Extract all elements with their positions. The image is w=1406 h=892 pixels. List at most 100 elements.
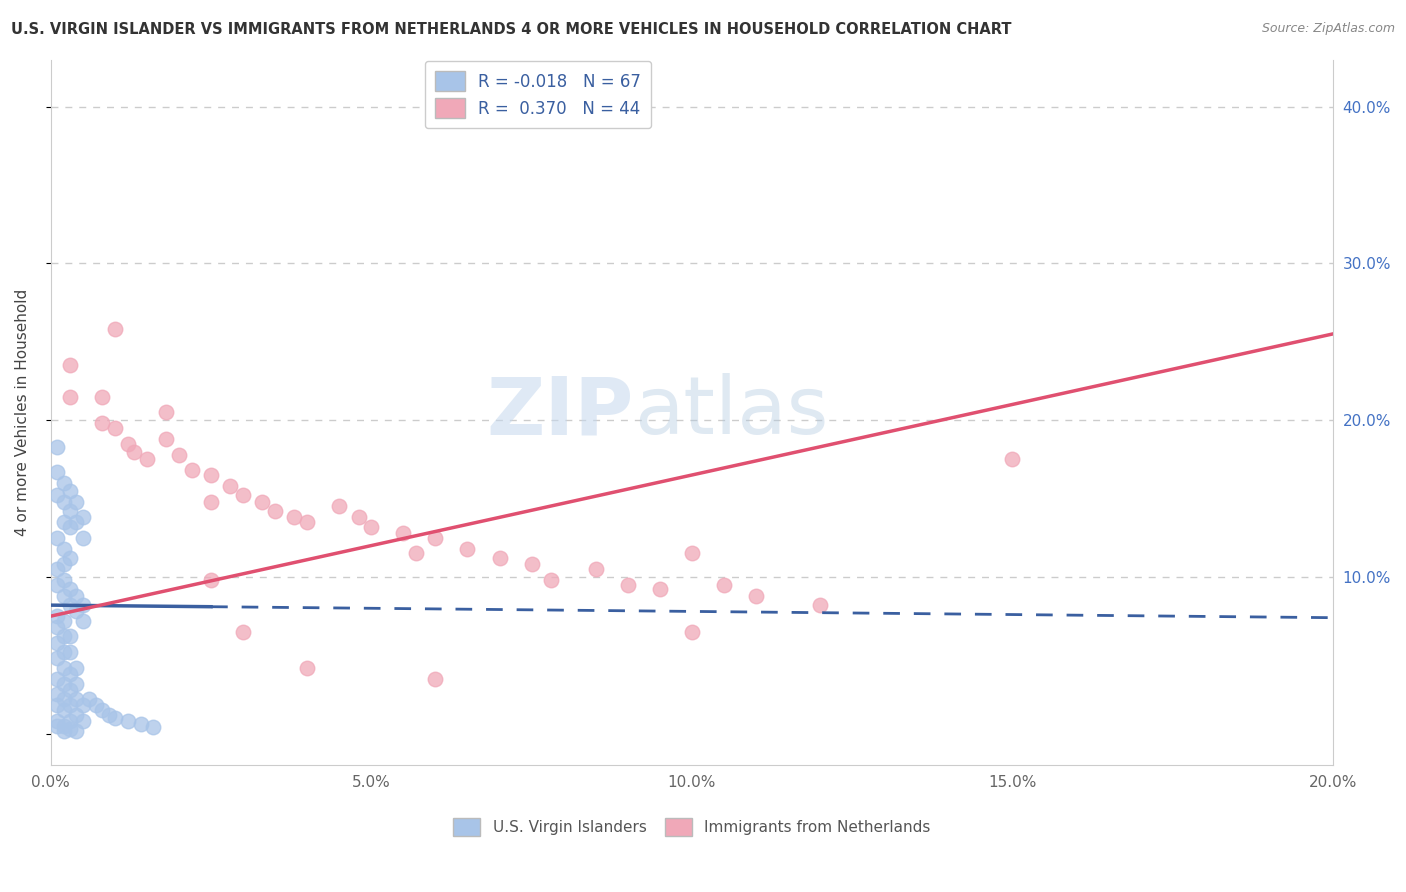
Point	[52, 494, 75, 508]
Point	[520, 558, 543, 572]
Point	[540, 573, 562, 587]
Point	[84, 698, 107, 713]
Point	[713, 578, 735, 592]
Point	[681, 546, 703, 560]
Point	[122, 444, 145, 458]
Point	[52, 719, 75, 733]
Point	[52, 541, 75, 556]
Point	[65, 661, 87, 675]
Point	[167, 448, 190, 462]
Point	[65, 676, 87, 690]
Point	[297, 515, 319, 529]
Point	[219, 479, 242, 493]
Point	[52, 475, 75, 490]
Point	[360, 520, 382, 534]
Point	[808, 598, 831, 612]
Point	[59, 582, 82, 597]
Point	[648, 582, 671, 597]
Point	[59, 520, 82, 534]
Point	[104, 322, 127, 336]
Text: atlas: atlas	[634, 374, 828, 451]
Point	[46, 609, 69, 624]
Point	[46, 465, 69, 479]
Point	[59, 390, 82, 404]
Point	[328, 500, 350, 514]
Point	[52, 589, 75, 603]
Text: U.S. VIRGIN ISLANDER VS IMMIGRANTS FROM NETHERLANDS 4 OR MORE VEHICLES IN HOUSEH: U.S. VIRGIN ISLANDER VS IMMIGRANTS FROM …	[11, 22, 1012, 37]
Point	[59, 714, 82, 728]
Point	[52, 630, 75, 644]
Point	[142, 720, 165, 734]
Point	[59, 645, 82, 659]
Point	[46, 440, 69, 454]
Point	[52, 661, 75, 675]
Point	[52, 515, 75, 529]
Point	[232, 488, 254, 502]
Point	[52, 558, 75, 572]
Point	[72, 531, 94, 545]
Point	[488, 551, 510, 566]
Text: ZIP: ZIP	[486, 374, 634, 451]
Point	[46, 688, 69, 702]
Point	[52, 676, 75, 690]
Point	[46, 488, 69, 502]
Text: Source: ZipAtlas.com: Source: ZipAtlas.com	[1261, 22, 1395, 36]
Point	[347, 510, 370, 524]
Point	[136, 452, 159, 467]
Point	[425, 672, 447, 686]
Point	[1001, 452, 1024, 467]
Point	[72, 510, 94, 524]
Point	[72, 598, 94, 612]
Point	[117, 436, 139, 450]
Point	[59, 630, 82, 644]
Point	[72, 614, 94, 628]
Point	[104, 711, 127, 725]
Point	[252, 494, 274, 508]
Point	[155, 432, 177, 446]
Point	[232, 624, 254, 639]
Y-axis label: 4 or more Vehicles in Household: 4 or more Vehicles in Household	[15, 289, 30, 536]
Point	[46, 698, 69, 713]
Point	[155, 405, 177, 419]
Point	[72, 714, 94, 728]
Point	[59, 504, 82, 518]
Point	[52, 614, 75, 628]
Point	[59, 359, 82, 373]
Point	[681, 624, 703, 639]
Point	[180, 463, 202, 477]
Legend: U.S. Virgin Islanders, Immigrants from Netherlands: U.S. Virgin Islanders, Immigrants from N…	[447, 812, 936, 842]
Point	[65, 494, 87, 508]
Point	[117, 714, 139, 728]
Point	[72, 698, 94, 713]
Point	[425, 531, 447, 545]
Point	[65, 515, 87, 529]
Point	[129, 717, 152, 731]
Point	[65, 707, 87, 722]
Point	[264, 504, 287, 518]
Point	[46, 620, 69, 634]
Point	[405, 546, 427, 560]
Point	[65, 723, 87, 738]
Point	[200, 494, 222, 508]
Point	[97, 707, 120, 722]
Point	[104, 421, 127, 435]
Point	[46, 531, 69, 545]
Point	[91, 417, 114, 431]
Point	[46, 651, 69, 665]
Point	[91, 390, 114, 404]
Point	[59, 722, 82, 736]
Point	[46, 672, 69, 686]
Point	[46, 578, 69, 592]
Point	[52, 723, 75, 738]
Point	[46, 714, 69, 728]
Point	[79, 692, 101, 706]
Point	[46, 636, 69, 650]
Point	[585, 562, 607, 576]
Point	[59, 483, 82, 498]
Point	[392, 526, 415, 541]
Point	[59, 598, 82, 612]
Point	[46, 562, 69, 576]
Point	[456, 541, 478, 556]
Point	[59, 698, 82, 713]
Point	[46, 719, 69, 733]
